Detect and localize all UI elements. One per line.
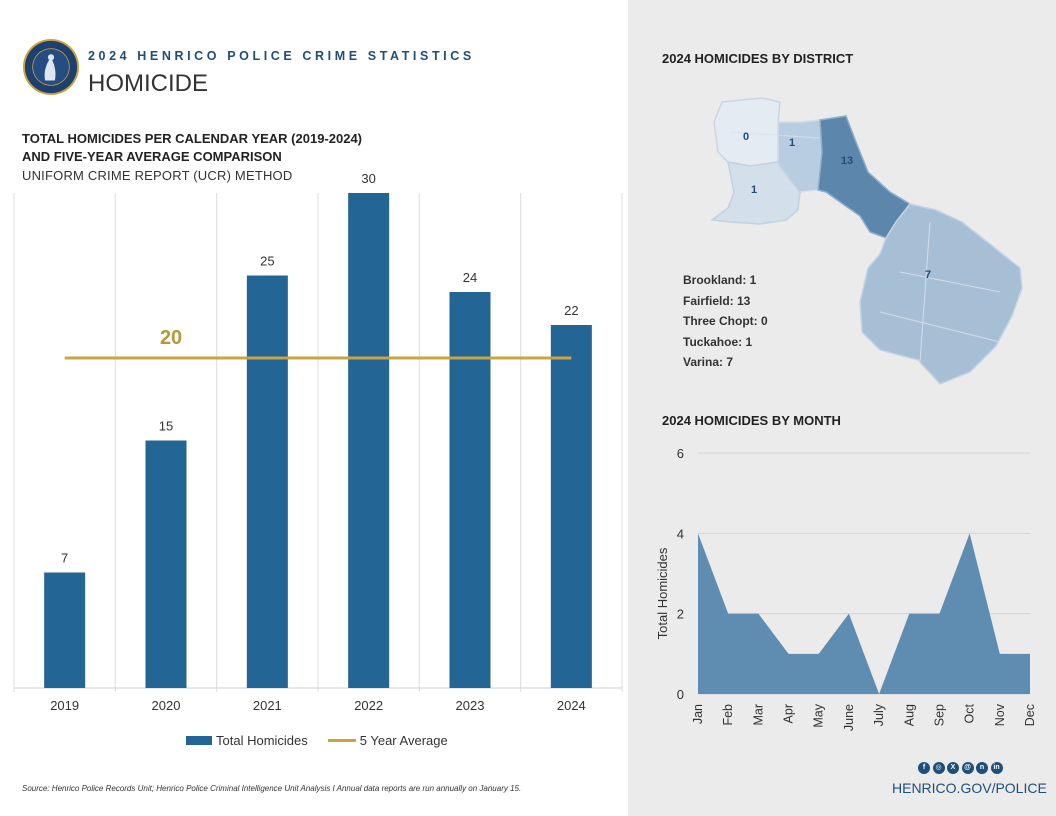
bar-chart-title-line2: AND FIVE-YEAR AVERAGE COMPARISON — [22, 149, 282, 164]
bar-value-label: 7 — [61, 551, 68, 566]
bar-value-label: 24 — [463, 270, 477, 285]
x-tick-label: May — [812, 703, 826, 727]
bar-value-label: 30 — [361, 171, 375, 186]
district-label-varina: 7 — [925, 269, 931, 281]
bar-chart-legend: Total Homicides 5 Year Average — [186, 733, 448, 748]
left-panel — [0, 0, 628, 816]
district-label-brookland: 1 — [789, 137, 795, 149]
district-list-item: Varina: 7 — [683, 355, 734, 369]
district-label-tuckahoe: 1 — [751, 184, 757, 196]
x-tick-label: 2024 — [557, 698, 586, 713]
district-list-item: Three Chopt: 0 — [683, 314, 768, 328]
district-label-fairfield: 13 — [841, 155, 853, 167]
bar — [44, 572, 86, 688]
average-value-label: 20 — [160, 327, 182, 349]
legend-swatch-average — [327, 739, 356, 742]
x-tick-label: 2022 — [354, 698, 383, 713]
x-icon[interactable]: X — [947, 762, 959, 774]
x-tick-label: Apr — [782, 704, 796, 723]
bar-value-label: 22 — [564, 303, 578, 318]
district-list-item: Tuckahoe: 1 — [683, 334, 753, 349]
facebook-icon[interactable]: f — [918, 762, 930, 774]
bar — [246, 275, 288, 688]
bar-chart-subtitle: UNIFORM CRIME REPORT (UCR) METHOD — [22, 168, 293, 183]
x-tick-label: 2019 — [50, 698, 79, 713]
source-note: Source: Henrico Police Records Unit; Hen… — [22, 784, 522, 793]
bar — [550, 325, 592, 688]
district-heading: 2024 HOMICIDES BY DISTRICT — [662, 51, 854, 66]
monthly-area-chart: 0 2 4 6 Jan Feb Mar Apr May June July Aug Sep Oct Nov D… — [655, 446, 1037, 731]
district-list: Brookland: 1 Fairfield: 13 Three Chopt: … — [683, 270, 768, 373]
nextdoor-icon[interactable]: n — [976, 762, 988, 774]
x-tick-label: Dec — [1023, 704, 1037, 726]
x-tick-label: Sep — [932, 704, 946, 726]
x-tick-label: Aug — [902, 704, 916, 726]
x-tick-label: June — [842, 704, 856, 731]
footer-url[interactable]: HENRICO.GOV/POLICE — [892, 780, 1047, 796]
social-icons: f ◎ X @ n in — [918, 762, 1005, 774]
bar-value-label: 15 — [159, 419, 173, 434]
district-label-three-chopt: 0 — [743, 131, 749, 143]
district-list-item: Brookland: 1 — [683, 273, 757, 287]
x-tick-label: Mar — [751, 704, 765, 726]
x-tick-label: Feb — [721, 704, 735, 726]
district-tuckahoe — [710, 161, 801, 225]
x-tick-label: Nov — [993, 703, 1007, 726]
bar — [145, 440, 187, 688]
district-varina — [859, 203, 1023, 385]
bar-value-label: 25 — [260, 254, 274, 269]
y-axis-label: Total Homicides — [655, 547, 670, 639]
henrico-police-seal-icon — [22, 38, 80, 96]
bar-chart-title-line1: TOTAL HOMICIDES PER CALENDAR YEAR (2019-… — [22, 131, 362, 146]
yearly-bar-chart: 7 2019 15 2020 25 2021 30 2022 24 2023 22 2024 20 — [13, 171, 623, 713]
legend-label-total: Total Homicides — [216, 733, 308, 748]
threads-icon[interactable]: @ — [961, 762, 974, 774]
y-tick-label: 6 — [677, 446, 684, 461]
x-tick-label: 2020 — [152, 698, 181, 713]
bar — [449, 292, 491, 688]
instagram-icon[interactable]: ◎ — [932, 762, 945, 774]
x-tick-label: Jan — [691, 704, 705, 724]
x-tick-label: 2023 — [456, 698, 485, 713]
report-kicker: 2024 HENRICO POLICE CRIME STATISTICS — [88, 49, 475, 63]
district-fairfield — [817, 115, 912, 239]
x-tick-label: 2021 — [253, 698, 282, 713]
monthly-heading: 2024 HOMICIDES BY MONTH — [662, 413, 841, 428]
page-title: HOMICIDE — [88, 70, 208, 97]
bar — [348, 193, 390, 688]
linkedin-icon[interactable]: in — [990, 762, 1003, 774]
legend-swatch-total — [186, 736, 212, 745]
x-tick-label: Oct — [963, 703, 977, 723]
area-series — [698, 533, 1030, 694]
bar-chart-title: TOTAL HOMICIDES PER CALENDAR YEAR (2019-… — [22, 130, 362, 166]
x-tick-label: July — [872, 703, 886, 726]
y-tick-label: 4 — [677, 526, 684, 541]
district-list-item: Fairfield: 13 — [683, 293, 751, 308]
district-map: 0 1 13 1 7 — [710, 97, 1023, 385]
y-tick-label: 0 — [677, 687, 684, 702]
y-tick-label: 2 — [677, 607, 684, 622]
legend-label-average: 5 Year Average — [359, 733, 448, 748]
